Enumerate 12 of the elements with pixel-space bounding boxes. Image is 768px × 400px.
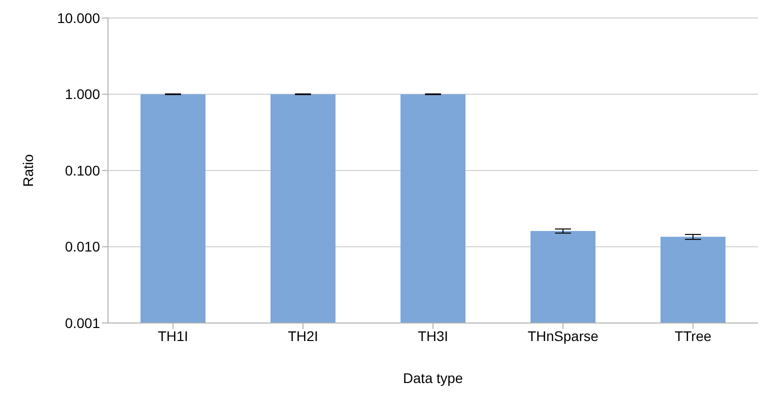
x-tick-label: THnSparse [528, 328, 599, 344]
x-tick-label: TH3I [418, 328, 448, 344]
x-tick-label: TH2I [288, 328, 318, 344]
y-tick-label: 10.000 [57, 10, 100, 26]
x-tick-label: TTree [674, 328, 712, 344]
x-axis-title: Data type [403, 370, 464, 386]
y-tick-label: 0.100 [64, 162, 100, 178]
y-tick-label: 0.001 [64, 314, 100, 331]
x-tick-label: TH1I [158, 328, 188, 344]
y-tick-label: 0.010 [64, 238, 100, 255]
y-tick-label: 1.000 [64, 86, 100, 102]
y-axis-title: Ratio [20, 154, 36, 187]
